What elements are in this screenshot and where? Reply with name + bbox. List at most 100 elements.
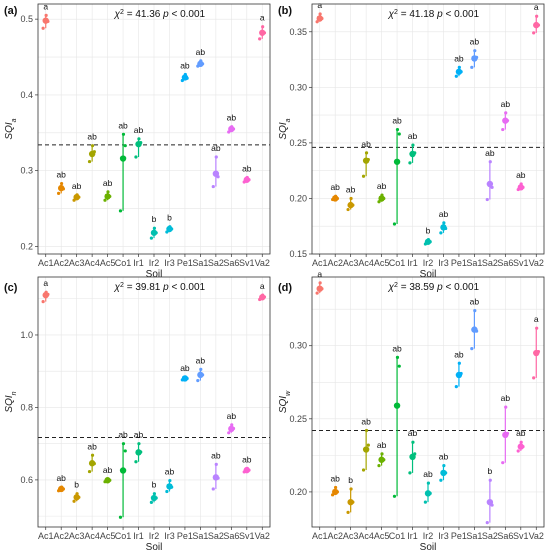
data-point [454, 74, 458, 78]
group-letter-label: b [74, 480, 79, 490]
x-tick-label: Ir3 [438, 531, 449, 541]
stat-superscript: 2 [120, 9, 124, 16]
data-point [168, 479, 172, 483]
group-letter-label: ab [516, 170, 526, 180]
panel-tag: (b) [278, 5, 292, 17]
group-letter-label: b [152, 480, 157, 490]
series-Co1: ab [392, 116, 402, 226]
stat-text: χ2 = 38.59 p < 0.001 [388, 282, 480, 294]
data-point [137, 137, 141, 141]
x-tick-label: Ac2 [53, 258, 69, 268]
data-point [41, 300, 45, 304]
group-letter-label: ab [118, 430, 128, 440]
panel-tag: (d) [278, 282, 292, 294]
series-Ac1: a [41, 1, 50, 30]
data-point [454, 385, 458, 389]
y-axis-title: SQIw [278, 390, 292, 413]
series-Ac4: ab [361, 139, 371, 178]
series-Ac2: ab [330, 474, 340, 497]
mean-point [316, 15, 323, 22]
data-point [397, 364, 401, 368]
data-point [364, 151, 369, 155]
series-Sa2: ab [211, 143, 221, 189]
group-letter-label: ab [165, 467, 175, 477]
stat-superscript: 2 [120, 282, 124, 289]
series-Sa1: ab [196, 47, 205, 68]
series-Pe1: ab [454, 349, 464, 389]
x-tick-label: Ac2 [327, 258, 343, 268]
y-tick-label: 0.25 [289, 414, 307, 424]
y-tick-label: 0.35 [289, 27, 307, 37]
mean-point [409, 150, 416, 158]
data-point [134, 460, 138, 464]
mean-point [332, 195, 339, 202]
data-point [532, 31, 536, 35]
x-tick-label: Ac5 [100, 531, 116, 541]
data-point [90, 144, 95, 148]
group-letter-label: ab [423, 469, 433, 479]
group-letter-label: ab [180, 60, 190, 70]
x-tick-label: Ac1 [38, 258, 54, 268]
x-tick-label: Sa2 [208, 531, 224, 541]
series-Ir1: ab [408, 428, 418, 475]
data-point [318, 12, 322, 16]
stat-text: χ2 = 41.36 p < 0.001 [114, 9, 206, 21]
series-Pe1: ab [180, 60, 190, 83]
y-axis-title-sub: a [285, 118, 292, 122]
data-point [72, 499, 76, 503]
series-Ir2: b [423, 226, 432, 246]
mean-point [471, 326, 478, 333]
mean-point [502, 117, 509, 124]
group-letter-label: ab [180, 363, 190, 373]
y-axis-title-main: SQI [278, 396, 289, 413]
group-letter-label: b [167, 213, 172, 223]
series-Sa6: ab [501, 99, 510, 132]
x-axis-title: Soil [146, 542, 163, 551]
x-tick-label: Sa1 [466, 258, 482, 268]
data-point [57, 191, 61, 195]
data-point [364, 428, 369, 433]
data-point [214, 462, 218, 466]
series-Sa6: ab [227, 411, 236, 435]
data-point [349, 487, 353, 491]
group-letter-label: ab [242, 454, 252, 464]
series-Sa2: ab [485, 148, 495, 202]
mean-point [212, 170, 220, 177]
mean-point [197, 371, 204, 379]
series-Sv1: ab [516, 428, 526, 453]
data-point [473, 309, 477, 313]
x-tick-label: Sv1 [239, 258, 255, 268]
group-letter-label: ab [392, 343, 402, 353]
data-point [44, 13, 48, 17]
data-point [411, 143, 415, 147]
series-Va2: a [532, 2, 541, 35]
x-tick-label: Sv1 [513, 531, 529, 541]
data-point [457, 361, 461, 365]
x-tick-label: Pe1 [177, 531, 193, 541]
series-Pe1: ab [454, 53, 464, 78]
mean-point [104, 477, 111, 484]
data-point [152, 492, 156, 496]
stat-text: χ2 = 39.81 p < 0.001 [114, 282, 206, 294]
group-letter-label: b [487, 466, 492, 476]
data-point [134, 155, 138, 159]
mean-point [166, 483, 173, 490]
mean-point [135, 449, 142, 456]
series-Va2: a [258, 281, 267, 302]
mean-point [73, 494, 80, 501]
data-point [470, 347, 474, 351]
mean-point [455, 371, 463, 379]
y-tick-label: 0.15 [289, 249, 307, 259]
x-tick-label: Ac3 [343, 258, 359, 268]
x-tick-label: Ir3 [438, 258, 449, 268]
x-tick-label: Ir2 [423, 531, 434, 541]
series-Ac4: ab [87, 441, 97, 474]
stat-chi: χ [114, 9, 121, 20]
data-point [106, 190, 110, 194]
mean-point [58, 485, 65, 493]
group-letter-label: ab [361, 417, 371, 427]
mean-point [243, 466, 250, 474]
data-point [380, 452, 384, 456]
